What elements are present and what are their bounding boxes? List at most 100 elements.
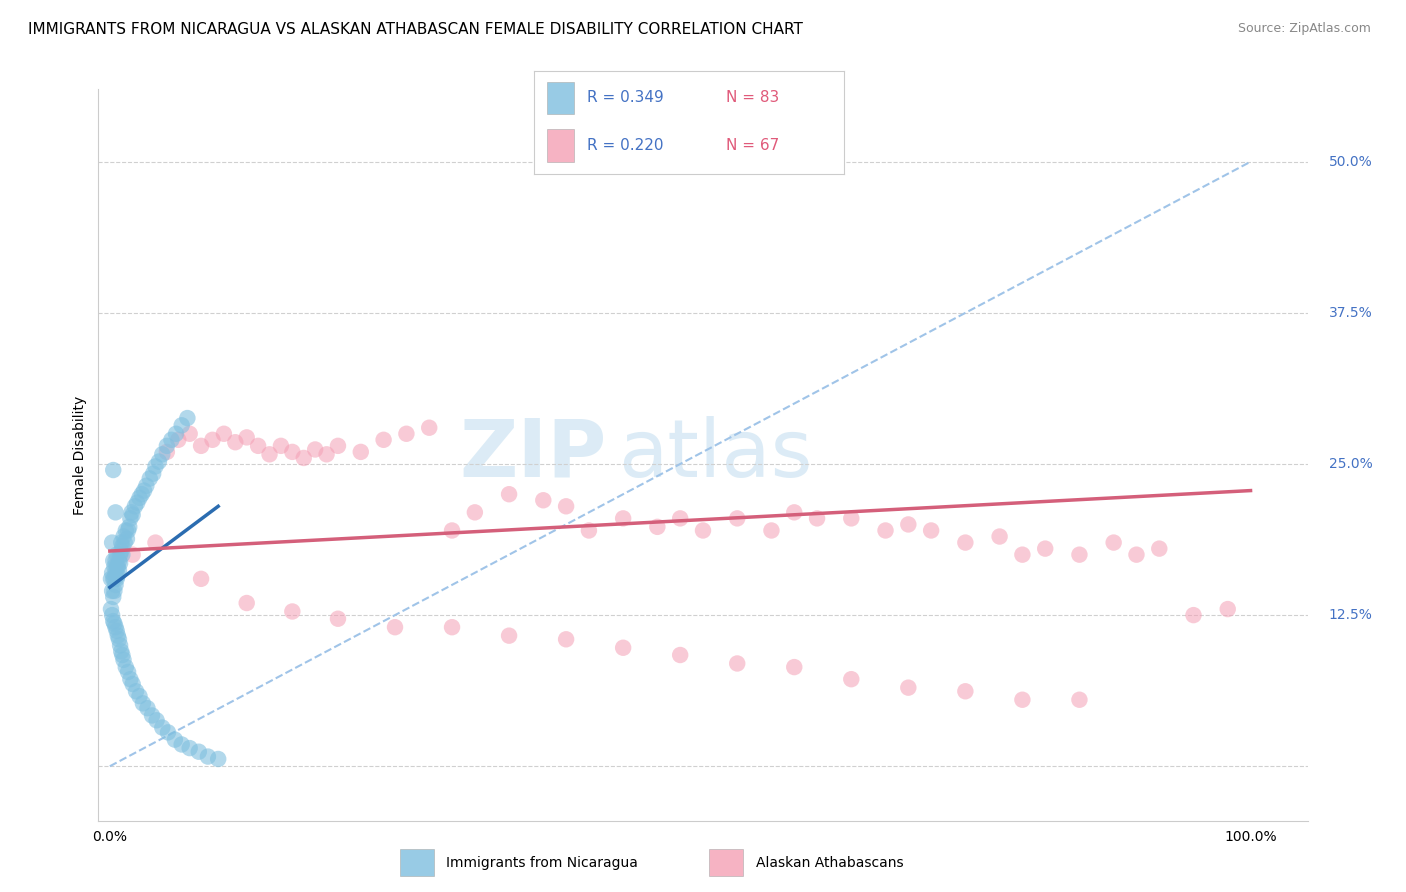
Point	[142, 467, 165, 481]
Point	[115, 532, 138, 546]
Point	[212, 426, 235, 441]
FancyBboxPatch shape	[399, 849, 434, 876]
Point	[1069, 692, 1091, 706]
Point	[120, 672, 142, 686]
Point	[110, 644, 132, 658]
Point	[135, 479, 157, 493]
Point	[121, 548, 143, 562]
Point	[108, 563, 131, 577]
Point	[555, 632, 578, 647]
Point	[128, 491, 150, 505]
Point	[101, 566, 124, 580]
Point	[259, 447, 281, 461]
Text: Immigrants from Nicaragua: Immigrants from Nicaragua	[446, 855, 638, 870]
Text: N = 67: N = 67	[725, 137, 779, 153]
Point	[692, 524, 714, 538]
Point	[145, 535, 167, 549]
Point	[100, 602, 122, 616]
Point	[304, 442, 326, 457]
Point	[108, 556, 131, 570]
Point	[725, 657, 748, 671]
Point	[281, 605, 304, 619]
Point	[1216, 602, 1239, 616]
Point	[1011, 692, 1033, 706]
Point	[897, 517, 920, 532]
Point	[127, 496, 149, 510]
Point	[1102, 535, 1125, 549]
Point	[395, 426, 418, 441]
Point	[179, 426, 201, 441]
Point	[839, 511, 862, 525]
Point	[104, 505, 127, 519]
Y-axis label: Female Disability: Female Disability	[73, 395, 87, 515]
Point	[247, 439, 270, 453]
Point	[176, 411, 198, 425]
Point	[145, 714, 167, 728]
Point	[875, 524, 897, 538]
Point	[955, 684, 977, 698]
Point	[326, 439, 349, 453]
Point	[235, 430, 257, 444]
Point	[156, 439, 179, 453]
Point	[105, 559, 128, 574]
Point	[150, 721, 173, 735]
Point	[108, 548, 131, 562]
Text: N = 83: N = 83	[725, 89, 779, 104]
Text: Source: ZipAtlas.com: Source: ZipAtlas.com	[1237, 22, 1371, 36]
Point	[350, 445, 373, 459]
Text: R = 0.349: R = 0.349	[586, 89, 664, 104]
Point	[170, 418, 193, 433]
Point	[163, 732, 186, 747]
Point	[103, 572, 125, 586]
Point	[1125, 548, 1147, 562]
Point	[100, 572, 122, 586]
Point	[105, 624, 128, 638]
Point	[105, 548, 128, 562]
Point	[270, 439, 292, 453]
Point	[555, 500, 578, 514]
Point	[373, 433, 395, 447]
Point	[108, 638, 131, 652]
Point	[101, 535, 124, 549]
Point	[131, 487, 153, 501]
Point	[1033, 541, 1056, 556]
Point	[112, 653, 135, 667]
Text: IMMIGRANTS FROM NICARAGUA VS ALASKAN ATHABASCAN FEMALE DISABILITY CORRELATION CH: IMMIGRANTS FROM NICARAGUA VS ALASKAN ATH…	[28, 22, 803, 37]
Point	[104, 578, 127, 592]
Point	[725, 511, 748, 525]
Point	[315, 447, 337, 461]
Point	[1011, 548, 1033, 562]
Point	[141, 708, 163, 723]
Point	[103, 614, 125, 628]
Point	[224, 435, 246, 450]
Point	[101, 583, 124, 598]
Point	[578, 524, 600, 538]
Point	[111, 648, 134, 662]
Point	[121, 677, 143, 691]
Point	[136, 701, 159, 715]
Point	[201, 433, 224, 447]
Point	[103, 572, 125, 586]
Point	[101, 608, 124, 623]
Point	[170, 738, 193, 752]
Point	[132, 697, 155, 711]
Point	[104, 620, 127, 634]
Point	[441, 524, 464, 538]
FancyBboxPatch shape	[547, 128, 575, 161]
Point	[108, 632, 131, 647]
Point	[104, 554, 127, 568]
Point	[160, 433, 183, 447]
Point	[103, 616, 125, 631]
Point	[207, 752, 229, 766]
Point	[190, 572, 212, 586]
Point	[103, 554, 125, 568]
Point	[156, 445, 179, 459]
Point	[105, 572, 128, 586]
Point	[139, 471, 162, 485]
Point	[121, 505, 143, 519]
Point	[1182, 608, 1205, 623]
Point	[107, 568, 129, 582]
Point	[114, 535, 136, 549]
Point	[612, 640, 634, 655]
Point	[197, 749, 219, 764]
